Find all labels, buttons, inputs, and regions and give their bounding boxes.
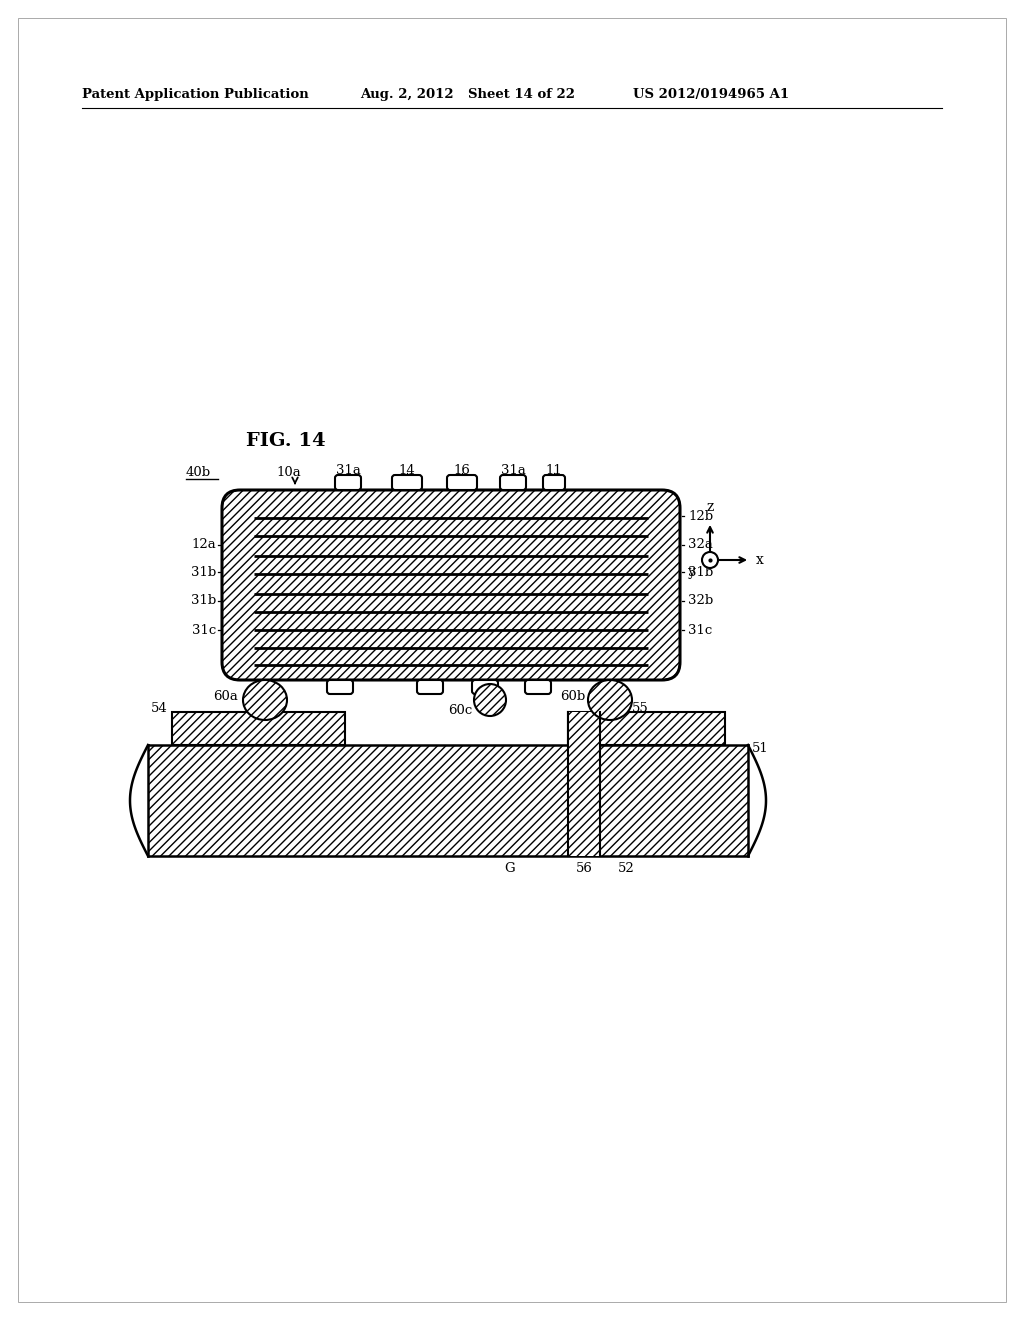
FancyBboxPatch shape (472, 680, 498, 694)
Bar (568, 711, 725, 744)
Text: FIG. 14: FIG. 14 (246, 432, 326, 450)
Bar (148, 744, 748, 855)
Text: 32b: 32b (688, 594, 714, 607)
Text: 55: 55 (632, 701, 649, 714)
Text: z: z (707, 500, 714, 513)
Text: G: G (505, 862, 515, 874)
Bar (568, 711, 600, 855)
Text: 60b: 60b (560, 690, 585, 704)
Text: y: y (688, 565, 696, 579)
Text: 40b: 40b (186, 466, 211, 479)
Text: x: x (756, 553, 764, 568)
Text: 31a: 31a (501, 463, 525, 477)
Text: 11: 11 (546, 463, 562, 477)
Text: 54: 54 (152, 701, 168, 714)
Text: Patent Application Publication: Patent Application Publication (82, 88, 309, 102)
FancyBboxPatch shape (543, 475, 565, 490)
FancyBboxPatch shape (525, 680, 551, 694)
FancyBboxPatch shape (417, 680, 443, 694)
Ellipse shape (243, 680, 287, 719)
Bar (568, 711, 725, 744)
Bar (172, 711, 345, 744)
Text: 31a: 31a (336, 463, 360, 477)
Text: 10a: 10a (276, 466, 301, 479)
Ellipse shape (588, 680, 632, 719)
FancyBboxPatch shape (327, 680, 353, 694)
Text: Aug. 2, 2012: Aug. 2, 2012 (360, 88, 454, 102)
FancyBboxPatch shape (500, 475, 526, 490)
FancyBboxPatch shape (392, 475, 422, 490)
Text: 14: 14 (398, 463, 416, 477)
Text: 12b: 12b (688, 510, 713, 523)
Text: 56: 56 (575, 862, 593, 874)
FancyBboxPatch shape (335, 475, 361, 490)
Circle shape (702, 552, 718, 568)
Text: 32a: 32a (688, 539, 713, 552)
Text: 60c: 60c (447, 704, 472, 717)
FancyBboxPatch shape (222, 490, 680, 680)
Text: 31b: 31b (190, 565, 216, 578)
Bar (148, 744, 748, 855)
Bar (172, 711, 345, 744)
Ellipse shape (474, 684, 506, 715)
Text: 31c: 31c (688, 623, 713, 636)
Text: US 2012/0194965 A1: US 2012/0194965 A1 (633, 88, 790, 102)
Text: 12a: 12a (191, 539, 216, 552)
Text: 16: 16 (454, 463, 470, 477)
Text: 51: 51 (752, 742, 769, 755)
FancyBboxPatch shape (447, 475, 477, 490)
Text: 31c: 31c (191, 623, 216, 636)
Text: 60a: 60a (213, 690, 238, 704)
Text: Sheet 14 of 22: Sheet 14 of 22 (468, 88, 575, 102)
Text: 52: 52 (617, 862, 635, 874)
Text: 31b: 31b (190, 594, 216, 607)
Bar (568, 711, 600, 855)
Text: 31b: 31b (688, 565, 714, 578)
